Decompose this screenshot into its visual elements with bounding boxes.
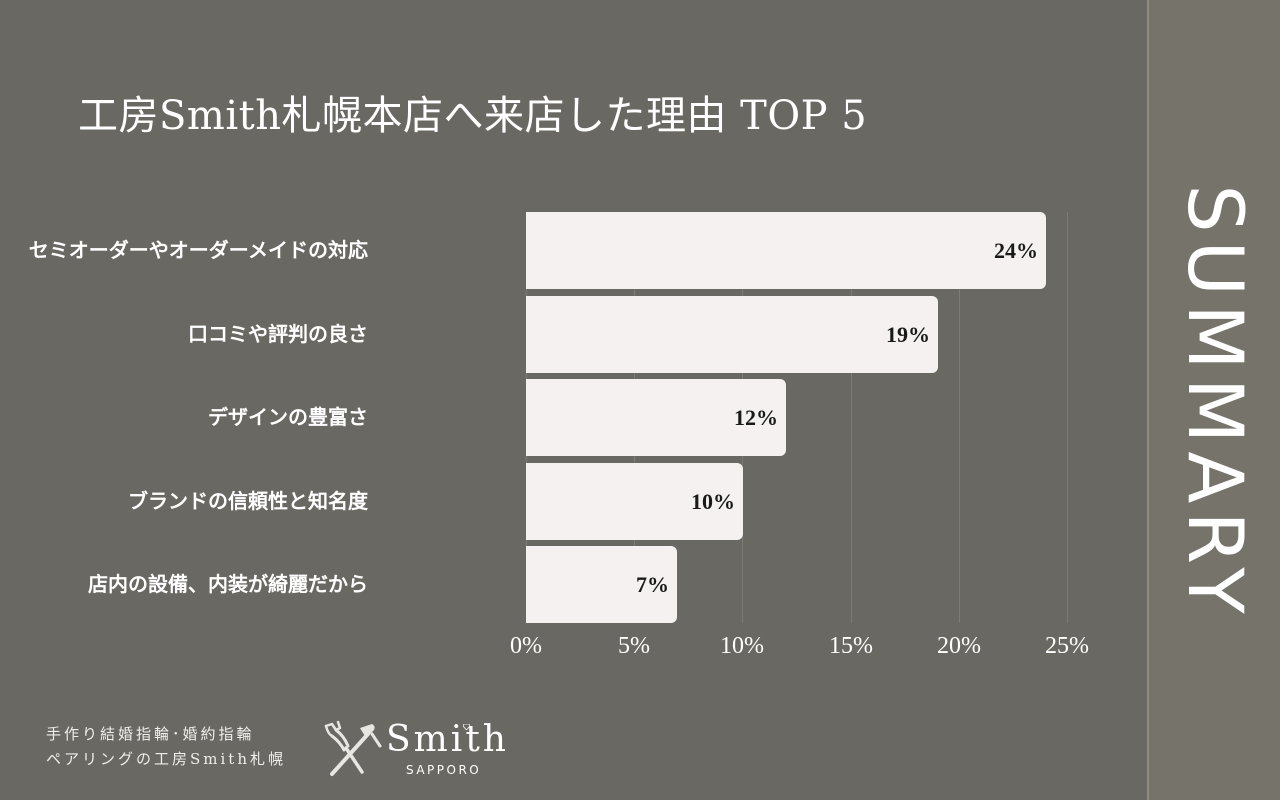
gridline-20 (959, 212, 960, 623)
tagline-line-1: 手作り結婚指輪･婚約指輪 (46, 725, 255, 743)
category-label: 店内の設備、内装が綺麗だから (88, 572, 368, 596)
diamond-icon (463, 724, 470, 730)
x-tick-label: 5% (618, 633, 650, 659)
page-title: 工房Smith札幌本店へ来店した理由 TOP 5 (78, 93, 868, 139)
bar-value-label: 7% (636, 572, 669, 597)
bar: 12% (526, 379, 786, 456)
category-label: 口コミや評判の良さ (188, 322, 368, 346)
crossed-pliers-hammer-icon (324, 720, 382, 776)
brand-logo: Smith SAPPORO (322, 718, 522, 780)
footer-tagline: 手作り結婚指輪･婚約指輪 ペアリングの工房Smith札幌 (46, 722, 286, 772)
bar-value-label: 24% (994, 238, 1038, 263)
bar-chart: セミオーダーやオーダーメイドの対応 24% 口コミや評判の良さ 19% デザイン… (28, 212, 1089, 659)
gridline-15 (851, 212, 852, 623)
x-tick-label: 25% (1045, 633, 1089, 659)
logo-wordmark: Smith (386, 719, 509, 760)
bar-value-label: 12% (734, 405, 778, 430)
category-label: デザインの豊富さ (208, 405, 368, 429)
x-tick-label: 10% (720, 633, 764, 659)
tagline-line-2: ペアリングの工房Smith札幌 (46, 750, 286, 768)
bar-value-label: 10% (691, 489, 735, 514)
x-tick-label: 15% (829, 633, 873, 659)
logo-subtitle: SAPPORO (406, 763, 482, 777)
category-label: セミオーダーやオーダーメイドの対応 (28, 238, 368, 262)
sidebar-label: SUMMARY (1170, 184, 1260, 622)
category-label: ブランドの信頼性と知名度 (128, 489, 368, 513)
summary-sidebar: SUMMARY (1147, 0, 1280, 800)
bar-value-label: 19% (886, 322, 930, 347)
bar: 24% (526, 212, 1046, 289)
bar: 7% (526, 546, 677, 623)
gridline-25 (1067, 212, 1068, 623)
x-tick-label: 20% (937, 633, 981, 659)
bar: 10% (526, 463, 743, 540)
bar: 19% (526, 296, 938, 373)
x-tick-label: 0% (510, 633, 542, 659)
